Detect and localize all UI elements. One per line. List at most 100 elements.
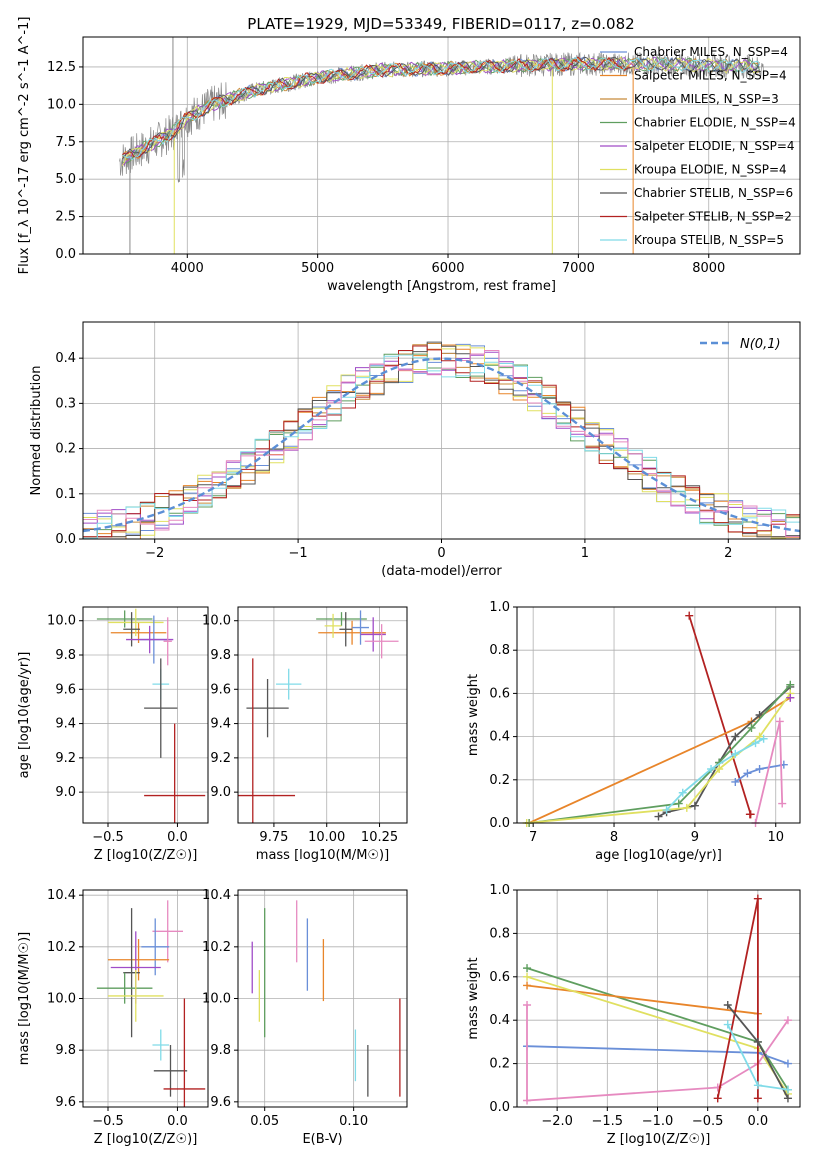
mass-weight-line [526, 692, 792, 823]
y-tick-label: 0.8 [489, 643, 510, 658]
x-tick-label: 0 [437, 546, 445, 561]
x-axis-label: E(B-V) [302, 1132, 342, 1147]
y-tick-label: 9.8 [55, 648, 76, 663]
axes-frame [82, 36, 801, 255]
mass-weight-marker [723, 1020, 732, 1029]
y-tick-label: 9.8 [210, 1043, 231, 1058]
y-tick-label: 1.0 [489, 600, 510, 615]
y-tick-label: 0.1 [55, 487, 76, 502]
y-tick-label: 0.8 [489, 926, 510, 941]
y-axis-label: mass weight [466, 674, 481, 756]
legend-label: Kroupa MILES, N_SSP=3 [634, 92, 779, 106]
y-tick-label: 0.0 [55, 247, 76, 262]
x-axis-label: (data-model)/error [381, 564, 502, 579]
mass-weight-marker [731, 749, 740, 758]
y-tick-label: 9.4 [210, 717, 231, 732]
y-tick-label: 9.8 [210, 648, 231, 663]
y-tick-label: 0.4 [55, 351, 76, 366]
y-tick-label: 0.0 [489, 816, 510, 831]
y-tick-label: 10.4 [202, 888, 231, 903]
mass-weight-marker [674, 799, 683, 808]
y-tick-label: 10.0 [202, 992, 231, 1007]
axes-frame [237, 606, 408, 824]
x-tick-label: −0.5 [92, 830, 124, 845]
y-tick-label: 0.2 [489, 1057, 510, 1072]
mass-weight-marker [786, 680, 795, 689]
x-tick-label: −0.5 [692, 1114, 724, 1129]
mass-weight-marker [747, 723, 756, 732]
mass-weight-marker [654, 812, 663, 821]
legend-label: Salpeter STELIB, N_SSP=2 [634, 210, 792, 224]
axes-frame [82, 606, 209, 824]
y-tick-label: 10.0 [47, 992, 76, 1007]
y-tick-label: 9.6 [210, 1095, 231, 1110]
mass-weight-marker [685, 611, 694, 620]
panel-4 [513, 606, 801, 827]
x-tick-label: 6000 [431, 261, 464, 276]
model-spectrum-line [121, 56, 761, 164]
mass-weight-marker [783, 1094, 792, 1103]
mass-weight-line [526, 984, 759, 1015]
y-tick-label: 12.5 [47, 60, 76, 75]
y-tick-label: 1.0 [489, 883, 510, 898]
mass-weight-line [734, 763, 784, 783]
panel-1 [79, 321, 801, 543]
mass-weight-marker [753, 894, 762, 903]
x-axis-label: Z [log10(Z/Z☉)] [94, 1132, 198, 1147]
mass-weight-marker [662, 806, 671, 815]
legend-label: Salpeter ELODIE, N_SSP=4 [634, 139, 795, 153]
y-tick-label: 10.2 [47, 940, 76, 955]
mass-weight-marker [731, 777, 740, 786]
mass-weight-marker [751, 739, 760, 748]
mass-weight-marker [713, 1094, 722, 1103]
residual-histogram-line [83, 350, 800, 538]
y-tick-label: 0.2 [55, 442, 76, 457]
legend-label: Kroupa STELIB, N_SSP=5 [634, 233, 784, 247]
x-tick-label: 10.25 [361, 830, 398, 845]
x-tick-label: 10.00 [308, 830, 345, 845]
y-tick-label: 10.0 [202, 614, 231, 629]
mass-weight-marker [783, 1085, 792, 1094]
panel-6 [234, 889, 408, 1111]
x-tick-label: 4000 [171, 261, 204, 276]
y-tick-label: 10.0 [47, 614, 76, 629]
y-tick-label: 9.0 [210, 785, 231, 800]
x-tick-label: 5000 [301, 261, 334, 276]
x-axis-label: Z [log10(Z/Z☉)] [94, 848, 198, 863]
mass-weight-marker [690, 801, 699, 810]
figure-title: PLATE=1929, MJD=53349, FIBERID=0117, z=0… [247, 15, 634, 33]
x-tick-label: 0.0 [167, 830, 188, 845]
mass-weight-marker [759, 734, 768, 743]
x-tick-label: 1 [581, 546, 589, 561]
mass-weight-marker [753, 1037, 762, 1046]
spectrum-legend [600, 51, 627, 241]
x-tick-label: −1 [289, 546, 308, 561]
x-tick-label: 7 [529, 830, 537, 845]
mass-weight-marker [755, 732, 764, 741]
x-tick-label: 7000 [562, 261, 595, 276]
x-axis-label: Z [log10(Z/Z☉)] [607, 1132, 711, 1147]
y-tick-label: 9.6 [55, 1095, 76, 1110]
x-tick-label: 0.0 [748, 1114, 769, 1129]
mass-weight-marker [786, 693, 795, 702]
y-tick-label: 0.0 [55, 532, 76, 547]
y-tick-label: 9.6 [55, 682, 76, 697]
model-spectrum-line [121, 56, 760, 161]
model-spectrum-line [121, 56, 760, 167]
x-tick-label: −0.5 [92, 1114, 124, 1129]
mass-weight-marker [523, 981, 532, 990]
x-tick-label: 9.75 [259, 830, 288, 845]
y-tick-label: 0.6 [489, 970, 510, 985]
mass-weight-marker [715, 765, 724, 773]
legend-label: Kroupa ELODIE, N_SSP=4 [634, 163, 787, 177]
mass-weight-marker [731, 732, 740, 741]
normal-curve-line [83, 357, 800, 533]
legend-label: Chabrier ELODIE, N_SSP=4 [634, 116, 796, 130]
y-tick-label: 5.0 [55, 172, 76, 187]
y-tick-label: 0.4 [489, 730, 510, 745]
x-tick-label: −1.5 [592, 1114, 624, 1129]
panel-5 [79, 889, 209, 1111]
mass-weight-line [716, 898, 759, 1099]
mass-weight-marker [678, 788, 687, 797]
